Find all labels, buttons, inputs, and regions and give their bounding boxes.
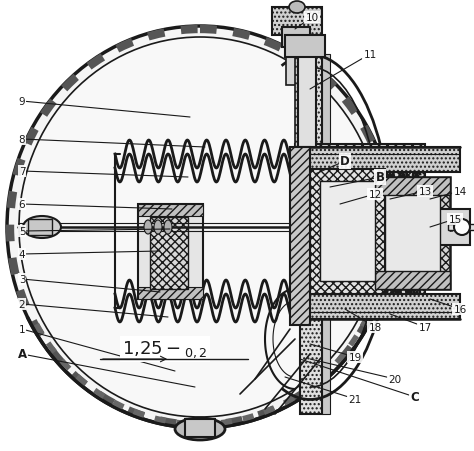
Text: 2: 2	[18, 299, 168, 318]
Text: 12: 12	[340, 189, 382, 205]
Bar	[375, 178, 450, 290]
Bar	[138, 205, 203, 299]
Bar	[290, 147, 310, 325]
Text: D: D	[315, 155, 350, 175]
Bar	[272, 8, 322, 36]
Text: $1{,}25-_{0,2}$: $1{,}25-_{0,2}$	[122, 339, 208, 359]
Ellipse shape	[144, 221, 152, 235]
Text: 4: 4	[18, 249, 160, 259]
Text: 18: 18	[345, 309, 382, 332]
Text: 11: 11	[310, 50, 377, 90]
Text: 1: 1	[18, 324, 175, 371]
Bar	[375, 272, 450, 290]
Text: A: A	[18, 348, 195, 387]
Text: B: B	[330, 171, 384, 188]
Ellipse shape	[7, 27, 393, 428]
Bar	[320, 182, 375, 281]
Ellipse shape	[289, 2, 305, 14]
Bar	[138, 287, 203, 299]
Ellipse shape	[175, 418, 225, 440]
Text: 20: 20	[310, 359, 401, 384]
Ellipse shape	[164, 221, 172, 235]
Text: 10: 10	[295, 13, 319, 30]
Text: C: C	[300, 359, 419, 404]
Bar	[150, 217, 188, 290]
Text: 5: 5	[18, 226, 170, 236]
Bar	[285, 36, 325, 58]
Bar	[138, 205, 203, 216]
Bar	[450, 224, 452, 231]
Bar	[322, 55, 330, 414]
Text: 7: 7	[18, 166, 188, 178]
Bar	[282, 28, 310, 48]
Bar	[286, 36, 308, 86]
Text: 16: 16	[430, 299, 466, 314]
Bar	[295, 55, 315, 150]
Text: 3: 3	[18, 274, 160, 292]
Bar	[385, 189, 440, 277]
Bar	[295, 184, 425, 279]
Bar	[310, 170, 385, 295]
Bar	[185, 419, 215, 437]
Bar	[295, 145, 425, 184]
Bar	[448, 225, 474, 230]
Text: 8: 8	[18, 135, 205, 147]
Text: 14: 14	[430, 187, 466, 199]
Ellipse shape	[23, 216, 61, 239]
Ellipse shape	[154, 221, 162, 235]
Text: 19: 19	[310, 344, 362, 362]
Bar	[295, 147, 460, 173]
Text: 6: 6	[18, 199, 172, 210]
Bar	[295, 279, 425, 319]
Text: 17: 17	[390, 314, 432, 332]
Bar	[375, 178, 450, 196]
Bar	[298, 55, 316, 155]
Bar	[295, 295, 460, 319]
Bar	[28, 220, 52, 235]
Bar	[430, 210, 470, 245]
Text: 13: 13	[390, 187, 432, 199]
Ellipse shape	[454, 220, 470, 235]
Bar	[300, 55, 322, 414]
Text: 21: 21	[285, 377, 362, 404]
Text: 9: 9	[18, 97, 190, 118]
Text: 15: 15	[430, 215, 462, 227]
Ellipse shape	[19, 38, 381, 417]
